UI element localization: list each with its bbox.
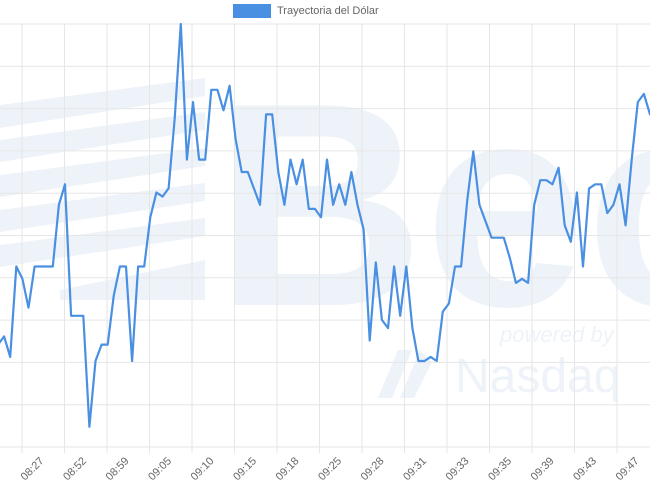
x-tick-label: 09:18 — [274, 455, 302, 483]
x-tick-label: 08:59 — [104, 455, 132, 483]
watermark-logo-stripes-icon — [0, 78, 205, 300]
x-tick-label: 09:05 — [146, 455, 174, 483]
legend-label: Trayectoria del Dólar — [277, 5, 379, 17]
x-tick-label: 09:35 — [486, 455, 514, 483]
x-tick-label: 09:10 — [189, 455, 217, 483]
x-tick-label: 09:47 — [614, 455, 642, 483]
x-tick-label: 09:31 — [401, 455, 429, 483]
x-tick-label: 09:43 — [571, 455, 599, 483]
x-tick-label: 09:15 — [231, 455, 259, 483]
watermark-brand: Bec — [215, 43, 650, 367]
grid — [0, 23, 650, 453]
x-tick-label: 09:39 — [529, 455, 557, 483]
series-line — [0, 22, 650, 428]
legend[interactable]: Trayectoria del Dólar — [233, 4, 379, 18]
x-tick-label: 08:27 — [19, 455, 47, 483]
legend-swatch — [233, 4, 271, 18]
watermark-partner: Nasdaq — [455, 350, 620, 403]
x-tick-label: 08:52 — [61, 455, 89, 483]
x-tick-label: 09:25 — [316, 455, 344, 483]
watermark: Bec powered by Nasdaq — [0, 43, 650, 403]
x-axis-tick-labels: 08:27 08:52 08:59 09:05 09:10 09:15 09:18 09:25… — [19, 455, 642, 483]
x-tick-label: 09:28 — [359, 455, 387, 483]
watermark-powered-by: powered by — [499, 322, 616, 347]
x-tick-label: 09:33 — [444, 455, 472, 483]
